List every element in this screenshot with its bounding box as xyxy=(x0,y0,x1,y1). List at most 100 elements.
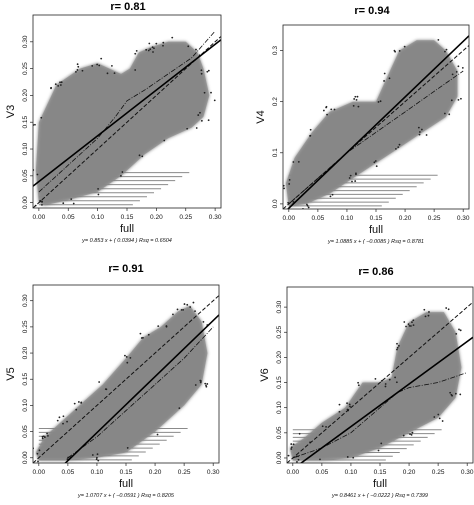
scatter-point xyxy=(56,419,59,422)
scatter-point xyxy=(76,63,79,66)
scatter-point xyxy=(40,116,43,119)
x-axis: 0.00 0.05 0.10 0.15 0.20 0.25 0.30 xyxy=(33,208,222,221)
lowess-line xyxy=(38,30,216,193)
scatter-point xyxy=(75,71,77,73)
y-axis-label: V3 xyxy=(5,105,17,118)
scatter-point xyxy=(80,401,83,404)
scatter-point xyxy=(280,180,282,182)
scatter-point xyxy=(403,321,406,323)
scatter-point xyxy=(126,361,129,364)
scatter-point xyxy=(357,381,360,384)
scatter-point xyxy=(354,180,357,182)
lowess-line xyxy=(288,70,464,205)
scatter-point xyxy=(124,354,126,357)
scatter-point xyxy=(41,203,43,206)
scatter-point xyxy=(147,333,150,336)
scatter-point xyxy=(352,105,355,107)
scatter-point xyxy=(298,432,301,435)
scatter-point xyxy=(104,388,107,391)
scatter-point xyxy=(292,161,295,163)
y-tick-label: 0.15 xyxy=(22,373,29,386)
regression-equation: y= 1.0707 x + ( −0.0591 ) Rsq = 0.8205 xyxy=(77,493,175,499)
scatter-point xyxy=(157,325,160,327)
scatter-point xyxy=(397,146,400,149)
y-tick-label: 0.30 xyxy=(22,35,29,48)
y-tick-label: 0.05 xyxy=(22,425,29,438)
scatter-point xyxy=(338,410,341,413)
scatter-point xyxy=(325,105,328,108)
scatter-point xyxy=(437,38,440,41)
x-tick-label: 0.00 xyxy=(286,469,299,476)
scatter-point xyxy=(449,391,452,394)
regression-line xyxy=(33,39,221,187)
panel-1: r= 0.81 0.00 0.05 0.10 0.15 0.20 0.25 0.30 full 0… xyxy=(5,1,222,244)
scatter-point xyxy=(77,65,80,68)
scatter-point xyxy=(151,46,154,49)
scatter-point xyxy=(75,408,78,411)
scatter-point xyxy=(457,65,460,68)
regression-equation: y= 0.853 x + ( 0.0394 ) Rsq = 0.6504 xyxy=(81,238,172,244)
panel-title: r= 0.81 xyxy=(110,1,145,13)
y-tick-label: 0.30 xyxy=(22,294,29,307)
scatter-point xyxy=(405,325,407,328)
scatter-point xyxy=(206,383,209,385)
y-axis: 0.00 0.05 0.10 0.15 0.20 0.25 0.30 xyxy=(22,35,33,209)
scatter-point xyxy=(178,407,181,410)
scatter-point xyxy=(319,458,321,461)
scatter-point xyxy=(425,134,428,136)
panel-title: r= 0.94 xyxy=(354,5,390,17)
scatter-point xyxy=(297,455,300,458)
scatter-point xyxy=(374,377,377,380)
scatter-point xyxy=(457,98,460,101)
y-axis: 0.00 0.05 0.10 0.15 0.20 0.25 0.30 xyxy=(276,300,287,464)
scatter-point xyxy=(155,42,158,45)
y-axis: 0.0 0.1 0.2 0.3 xyxy=(272,46,283,208)
scatter-point xyxy=(388,77,391,80)
scatter-point xyxy=(153,47,155,50)
scatter-point xyxy=(141,155,144,158)
scatter-point xyxy=(445,48,448,51)
identity-line xyxy=(287,301,473,463)
scatter-point xyxy=(458,328,460,331)
scatter-point xyxy=(194,310,196,312)
regression-line xyxy=(64,314,219,463)
x-tick-label: 0.05 xyxy=(62,214,75,221)
scatter-point xyxy=(43,463,45,465)
x-tick-label: 0.15 xyxy=(120,469,133,476)
scatter-point xyxy=(412,324,415,327)
scatter-point xyxy=(199,111,201,114)
scatter-point xyxy=(98,64,101,67)
scatter-point xyxy=(346,402,348,405)
scatter-point xyxy=(451,394,453,397)
scatter-point xyxy=(356,95,359,98)
scatter-point xyxy=(377,449,380,452)
scatter-point xyxy=(199,381,202,384)
scatter-point xyxy=(455,332,458,335)
scatter-point xyxy=(411,321,413,324)
x-tick-label: 0.05 xyxy=(62,469,75,476)
scatter-point xyxy=(41,437,44,440)
x-tick-label: 0.10 xyxy=(91,214,104,221)
scatter-point xyxy=(95,458,98,461)
scatter-point xyxy=(197,114,200,116)
scatter-point xyxy=(333,108,336,111)
x-tick-label: 0.30 xyxy=(207,469,220,476)
y-tick-label: 0.25 xyxy=(22,62,29,75)
y-tick-label: 0.20 xyxy=(22,346,29,359)
scatter-point xyxy=(380,442,383,445)
scatter-point xyxy=(283,187,285,190)
scatter-point xyxy=(152,51,154,53)
x-tick-label: 0.05 xyxy=(312,215,325,222)
scatter-point xyxy=(447,308,450,311)
scatter-point xyxy=(91,454,94,456)
y-tick-label: 0.10 xyxy=(22,399,29,412)
scatter-point xyxy=(427,314,430,317)
scatter-point xyxy=(213,99,216,102)
scatter-point xyxy=(59,81,61,84)
scatter-point xyxy=(200,72,203,75)
y-tick-label: 0.25 xyxy=(276,326,283,339)
scatter-point xyxy=(165,325,168,328)
scatter-point xyxy=(98,381,101,383)
scatter-point xyxy=(296,460,298,463)
scatter-point xyxy=(207,119,210,122)
